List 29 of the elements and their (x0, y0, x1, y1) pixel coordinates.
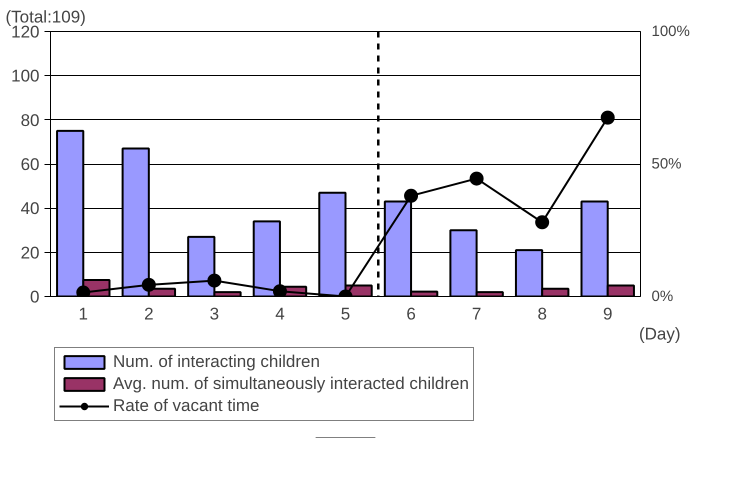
point (207, 274, 222, 288)
x-tick-label: 5 (340, 304, 350, 324)
x-axis-title: (Day) (638, 324, 681, 344)
x-tick-label: 9 (602, 304, 612, 324)
y2-tick-label: 0% (652, 288, 674, 305)
x-tick-label: 2 (144, 304, 154, 324)
y-tick-label: 20 (20, 243, 40, 262)
y2-tick-label: 100% (652, 23, 690, 40)
x-tick-label: 1 (78, 304, 88, 324)
point (600, 110, 615, 125)
point (272, 284, 287, 296)
y-tick-label: 0 (30, 288, 40, 306)
point (142, 278, 156, 292)
point (470, 172, 484, 186)
x-tick-label: 4 (275, 304, 285, 324)
y-tick-label: 40 (20, 199, 40, 218)
point (404, 188, 418, 203)
x-tick-label: 6 (406, 304, 416, 324)
y-tick-label: 80 (20, 110, 40, 130)
x-tick-label: 3 (210, 304, 220, 324)
legend-label: Avg. num. of simultaneously interacted children (113, 374, 469, 394)
y2-tick-label: 50% (652, 156, 682, 172)
x-tick-label: 8 (537, 304, 547, 324)
legend-label: Rate of vacant time (113, 396, 260, 416)
y-tick-label: 100 (11, 66, 40, 86)
x-tick-label: 7 (472, 304, 482, 324)
point (535, 215, 550, 230)
y-tick-label: 60 (20, 155, 40, 174)
legend-label: Num. of interacting children (113, 352, 320, 372)
